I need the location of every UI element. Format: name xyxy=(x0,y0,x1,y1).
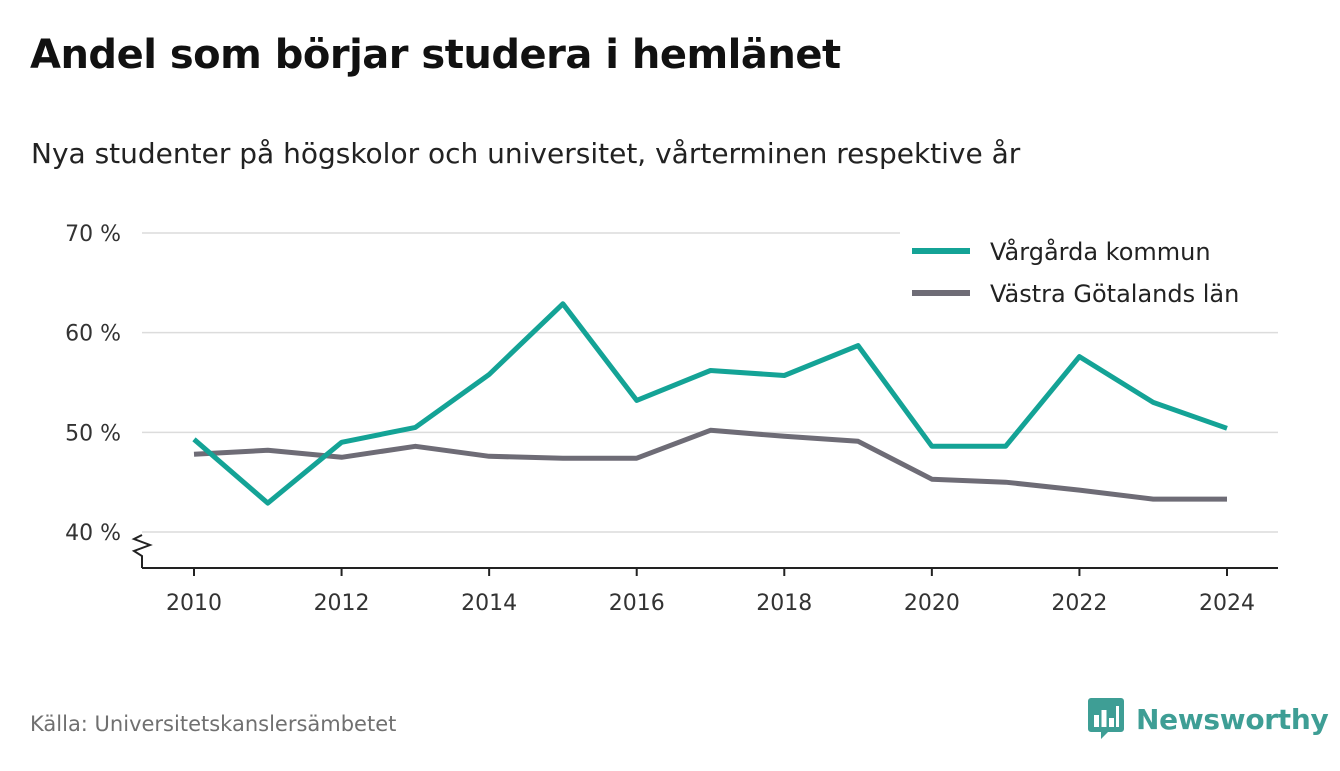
x-tick-label: 2018 xyxy=(756,591,812,616)
y-tick-label: 60 % xyxy=(65,322,121,347)
chart-subtitle: Nya studenter på högskolor och universit… xyxy=(31,137,1021,170)
x-tick-label: 2012 xyxy=(314,591,370,616)
brand-name: Newsworthy xyxy=(1136,702,1329,736)
x-tick-label: 2014 xyxy=(461,591,517,616)
x-tick-label: 2024 xyxy=(1199,591,1255,616)
legend-background xyxy=(900,225,1278,317)
x-tick-label: 2016 xyxy=(609,591,665,616)
series-line xyxy=(192,301,1228,506)
source-note: Källa: Universitetskanslersämbetet xyxy=(30,712,397,736)
y-tick-label: 40 % xyxy=(65,521,121,546)
bar-chart-speech-bubble-icon xyxy=(1088,698,1124,739)
x-tick-label: 2022 xyxy=(1051,591,1107,616)
axis-break-icon xyxy=(131,534,153,568)
chart-title: Andel som börjar studera i hemlänet xyxy=(30,32,841,78)
x-tick-label: 2020 xyxy=(904,591,960,616)
brand-logo: Newsworthy xyxy=(1088,698,1329,740)
x-tick-label: 2010 xyxy=(166,591,222,616)
series-line xyxy=(193,427,1227,502)
y-tick-label: 70 % xyxy=(65,222,121,247)
legend-label: Vårgårda kommun xyxy=(990,237,1211,266)
legend-label: Västra Götalands län xyxy=(990,280,1239,308)
y-tick-label: 50 % xyxy=(65,421,121,446)
